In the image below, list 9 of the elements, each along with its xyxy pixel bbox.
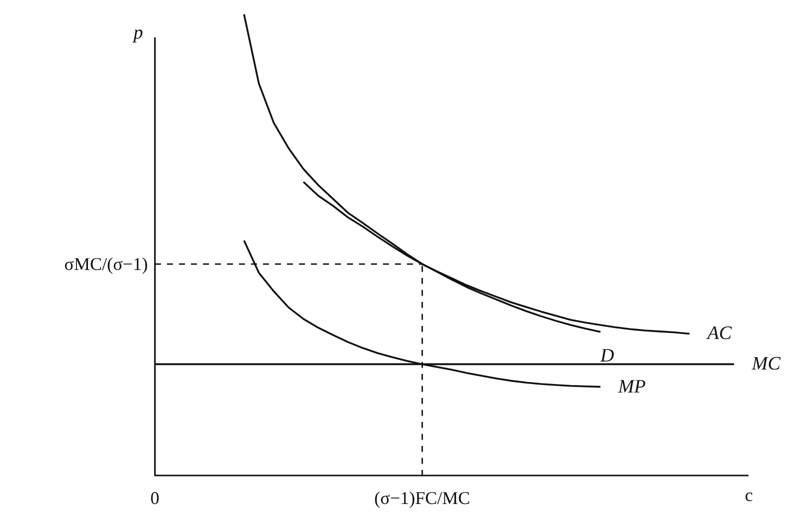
series-label: D [599,346,614,367]
series-label: MC [750,354,781,375]
series-label: AC [705,323,732,344]
x-tick-label: (σ−1)FC/MC [374,488,470,508]
series-label: MP [617,376,646,398]
y-axis-title: p [132,22,144,44]
x-tick-label: 0 [150,488,160,508]
ref-line-label: σMC/(σ−1) [64,254,148,274]
x-axis-title: c [744,485,753,506]
